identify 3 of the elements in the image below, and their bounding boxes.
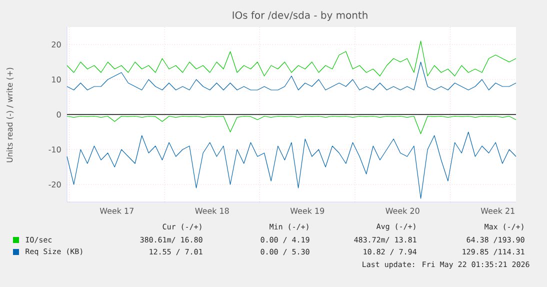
chart-title: IOs for /dev/sda - by month (232, 11, 368, 21)
line-series (66, 40, 516, 76)
line-series (66, 116, 516, 134)
